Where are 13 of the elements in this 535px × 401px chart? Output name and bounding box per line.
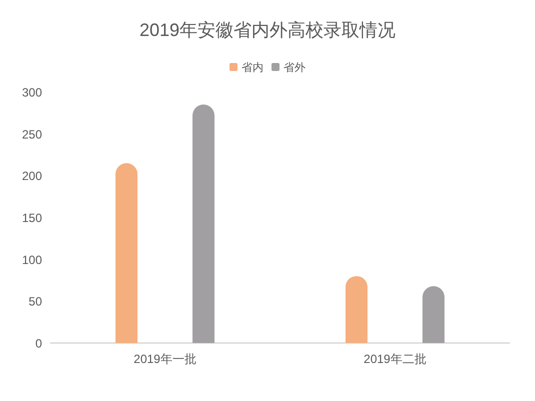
ytick: 200 — [22, 169, 42, 184]
legend-label: 省外 — [284, 61, 306, 74]
xtick: 2019年二批 — [364, 352, 426, 366]
ytick: 100 — [22, 252, 42, 267]
ytick: 250 — [22, 127, 42, 142]
ytick: 150 — [22, 211, 42, 225]
legend-label: 省内 — [242, 61, 264, 74]
ytick: 300 — [22, 86, 42, 100]
xtick: 2019年一批 — [134, 352, 196, 366]
ytick: 50 — [28, 294, 42, 309]
legend: 省内 省外 — [230, 62, 306, 74]
title: 2019年安徽省内外高校录取情况 — [139, 20, 396, 40]
ytick: 0 — [35, 336, 42, 350]
